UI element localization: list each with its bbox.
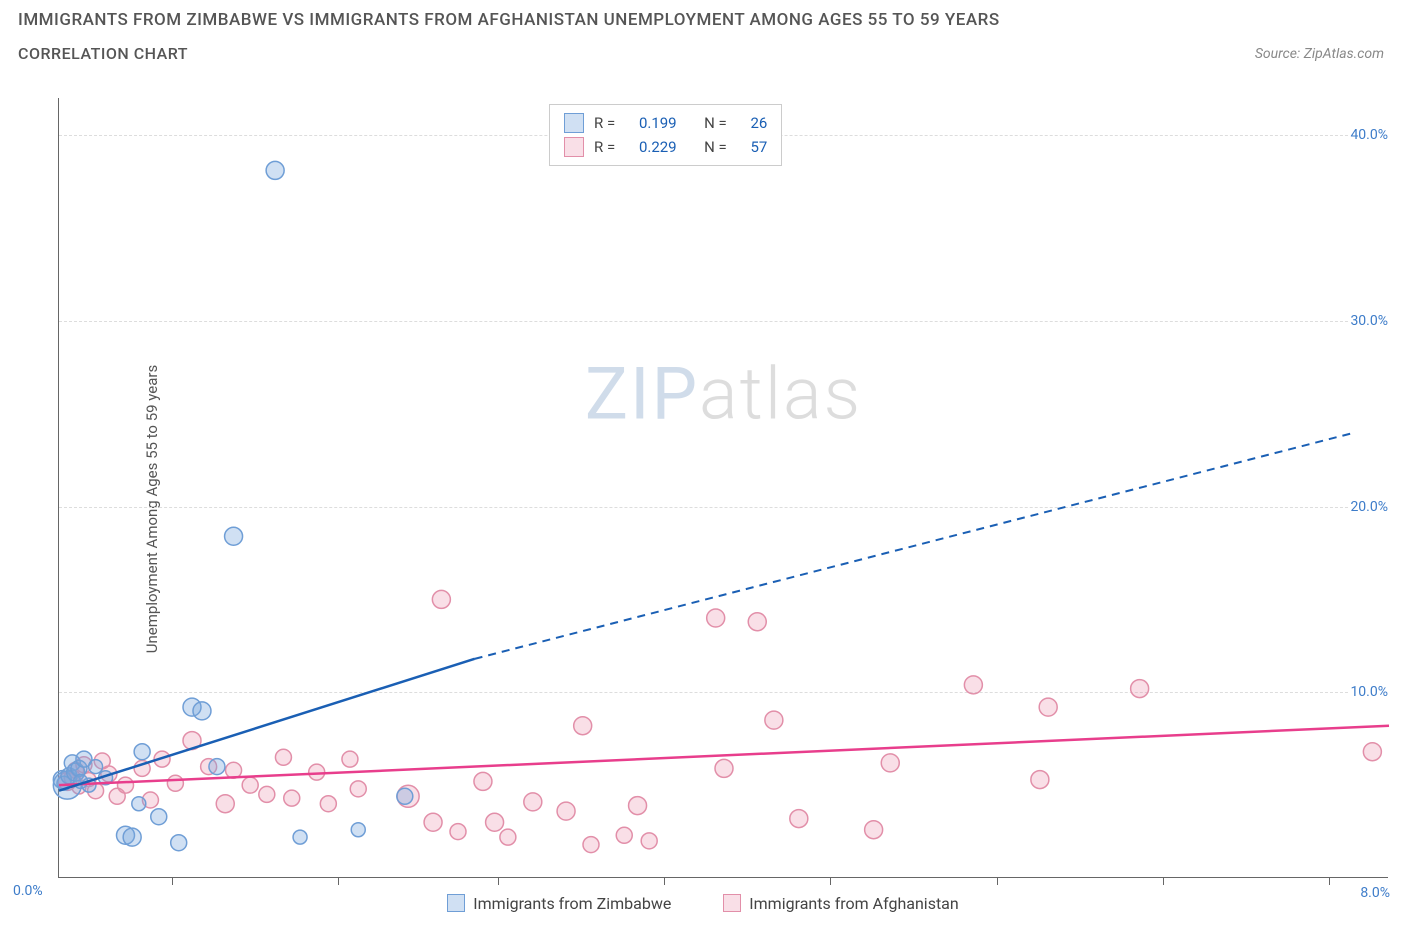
- chart-area: Unemployment Among Ages 55 to 59 years Z…: [0, 88, 1406, 930]
- blue-point: [171, 835, 187, 851]
- blue-point: [293, 830, 307, 844]
- blue-point: [89, 760, 103, 774]
- pink-point: [964, 676, 982, 694]
- blue-legend-swatch-icon: [447, 894, 465, 912]
- pink-point: [350, 781, 366, 797]
- pink-point: [616, 827, 632, 843]
- pink-point: [486, 813, 504, 831]
- x-tick: [1163, 877, 1164, 885]
- pink-point: [242, 777, 258, 793]
- pink-point: [865, 821, 883, 839]
- pink-legend-swatch-icon: [723, 894, 741, 912]
- pink-point: [275, 749, 291, 765]
- pink-point: [284, 790, 300, 806]
- pink-point: [748, 613, 766, 631]
- x-tick: [830, 877, 831, 885]
- bottom-legend: Immigrants from Zimbabwe Immigrants from…: [0, 894, 1406, 917]
- pink-point: [500, 829, 516, 845]
- pink-point: [1363, 743, 1381, 761]
- pink-point: [707, 609, 725, 627]
- blue-trend-line-dashed: [475, 432, 1356, 659]
- pink-series-label: Immigrants from Afghanistan: [749, 894, 958, 913]
- chart-title-line2: CORRELATION CHART: [18, 44, 1388, 63]
- blue-trend-line-solid: [59, 659, 475, 791]
- pink-point: [118, 777, 134, 793]
- pink-point: [1039, 698, 1057, 716]
- plot-region: ZIPatlas 10.0%20.0%30.0%40.0% 0.0% 8.0% …: [58, 98, 1388, 878]
- blue-point: [123, 828, 141, 846]
- x-tick: [338, 877, 339, 885]
- pink-point: [790, 810, 808, 828]
- blue-point: [151, 809, 167, 825]
- pink-point: [557, 802, 575, 820]
- pink-point: [641, 833, 657, 849]
- pink-point: [167, 775, 183, 791]
- pink-point: [765, 711, 783, 729]
- blue-series-label: Immigrants from Zimbabwe: [473, 894, 671, 913]
- pink-point: [524, 793, 542, 811]
- pink-point: [1031, 771, 1049, 789]
- pink-point: [881, 754, 899, 772]
- x-tick: [997, 877, 998, 885]
- blue-point: [351, 823, 365, 837]
- x-tick: [1329, 877, 1330, 885]
- pink-point: [1131, 680, 1149, 698]
- chart-title-line1: IMMIGRANTS FROM ZIMBABWE VS IMMIGRANTS F…: [18, 10, 1388, 30]
- pink-point: [216, 795, 234, 813]
- pink-point: [474, 772, 492, 790]
- pink-point: [583, 837, 599, 853]
- blue-point: [209, 759, 225, 775]
- pink-point: [424, 813, 442, 831]
- source-label: Source: ZipAtlas.com: [1255, 46, 1384, 62]
- x-tick: [664, 877, 665, 885]
- pink-point: [629, 797, 647, 815]
- pink-point: [574, 717, 592, 735]
- blue-point: [134, 744, 150, 760]
- blue-point: [397, 788, 413, 804]
- x-tick: [172, 877, 173, 885]
- pink-point: [450, 824, 466, 840]
- pink-point: [342, 751, 358, 767]
- x-tick: [498, 877, 499, 885]
- blue-point: [266, 161, 284, 179]
- chart-svg: [59, 98, 1389, 878]
- pink-point: [259, 786, 275, 802]
- blue-point: [132, 797, 146, 811]
- blue-point: [193, 702, 211, 720]
- blue-point: [225, 527, 243, 545]
- pink-point: [432, 590, 450, 608]
- pink-point: [715, 759, 733, 777]
- pink-point: [320, 796, 336, 812]
